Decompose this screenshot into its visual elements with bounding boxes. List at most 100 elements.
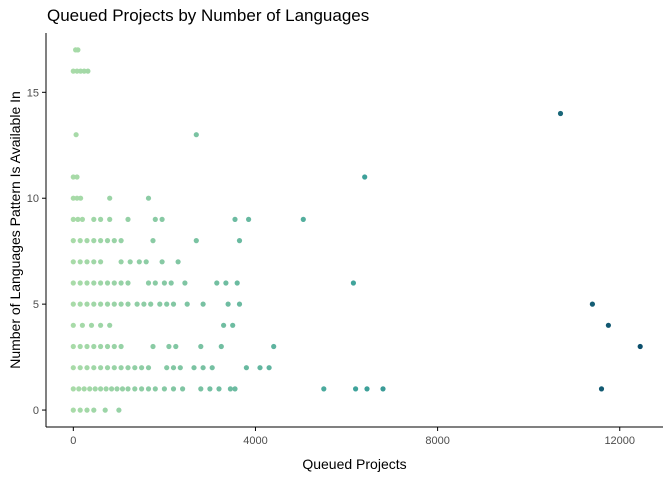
data-point [91, 280, 97, 286]
data-point [164, 365, 170, 371]
data-point [198, 386, 204, 392]
data-point [173, 343, 179, 350]
data-point [84, 238, 90, 244]
data-point [175, 259, 181, 265]
data-point [81, 68, 87, 74]
data-point [77, 280, 83, 286]
data-point [125, 301, 131, 307]
data-point [180, 386, 186, 392]
data-point [170, 386, 177, 392]
data-point [84, 280, 90, 286]
data-point [161, 386, 167, 392]
data-point [221, 322, 227, 328]
data-point [362, 174, 368, 180]
data-point [145, 386, 152, 392]
data-point [73, 132, 79, 138]
data-point [91, 238, 97, 244]
data-point [191, 365, 197, 371]
data-point [104, 280, 111, 286]
data-point [225, 301, 231, 307]
data-point [321, 386, 327, 392]
x-tick-label: 8000 [425, 435, 449, 447]
data-point [84, 365, 90, 371]
data-point [98, 216, 104, 222]
data-point [380, 386, 386, 392]
data-point [150, 238, 156, 244]
data-point [118, 365, 124, 371]
data-point [70, 322, 76, 328]
data-point [91, 343, 97, 350]
data-point [118, 238, 124, 244]
data-point [76, 386, 82, 392]
data-point [103, 386, 109, 392]
data-point [257, 365, 263, 371]
data-point [232, 216, 238, 222]
data-point [168, 280, 174, 286]
data-point [91, 407, 97, 413]
data-point [111, 343, 117, 350]
data-point [364, 386, 370, 392]
data-point [109, 386, 115, 392]
data-point [118, 280, 124, 286]
y-tick-label: 10 [27, 193, 39, 205]
data-point [125, 386, 131, 392]
data-point [77, 301, 83, 307]
data-point [246, 216, 252, 222]
data-point [198, 343, 204, 350]
data-point [136, 259, 142, 265]
data-point [230, 322, 236, 328]
data-point [127, 259, 133, 265]
data-point [132, 365, 138, 371]
data-point [139, 386, 145, 392]
data-point [125, 365, 131, 371]
data-point [88, 322, 95, 328]
data-point [81, 386, 87, 392]
data-point [77, 238, 83, 244]
data-point [300, 216, 306, 222]
data-point [84, 259, 90, 265]
data-point [150, 343, 156, 350]
data-point [152, 216, 158, 222]
data-point [193, 238, 199, 244]
data-point [125, 280, 131, 286]
data-point [125, 216, 131, 222]
data-point [91, 216, 97, 222]
data-point [243, 365, 249, 371]
data-point [104, 238, 111, 244]
data-point [152, 280, 158, 286]
data-point [78, 68, 84, 74]
data-point [200, 301, 206, 307]
data-point [353, 386, 359, 392]
data-point [84, 301, 90, 307]
data-point [132, 386, 138, 392]
data-point [116, 407, 122, 413]
data-point [74, 195, 80, 201]
data-point [170, 301, 177, 307]
data-point [98, 280, 104, 286]
y-tick-label: 5 [33, 299, 39, 311]
data-point [104, 365, 111, 371]
data-point [70, 259, 76, 265]
data-point [107, 322, 113, 328]
data-point [111, 238, 117, 244]
data-point [70, 386, 76, 392]
data-point [218, 343, 224, 350]
data-point [182, 280, 188, 286]
axes-layer [45, 33, 663, 428]
data-point [98, 259, 104, 265]
data-point [98, 322, 104, 328]
points-layer [70, 47, 643, 413]
data-point [143, 259, 149, 265]
data-point [223, 280, 229, 286]
data-point [152, 386, 158, 392]
data-point [114, 386, 120, 392]
data-point [91, 259, 97, 265]
data-point [145, 195, 152, 201]
data-point [77, 407, 83, 413]
data-point [98, 365, 104, 371]
data-point [70, 174, 76, 180]
data-point [118, 259, 124, 265]
data-point [216, 386, 222, 392]
data-point [271, 343, 277, 350]
